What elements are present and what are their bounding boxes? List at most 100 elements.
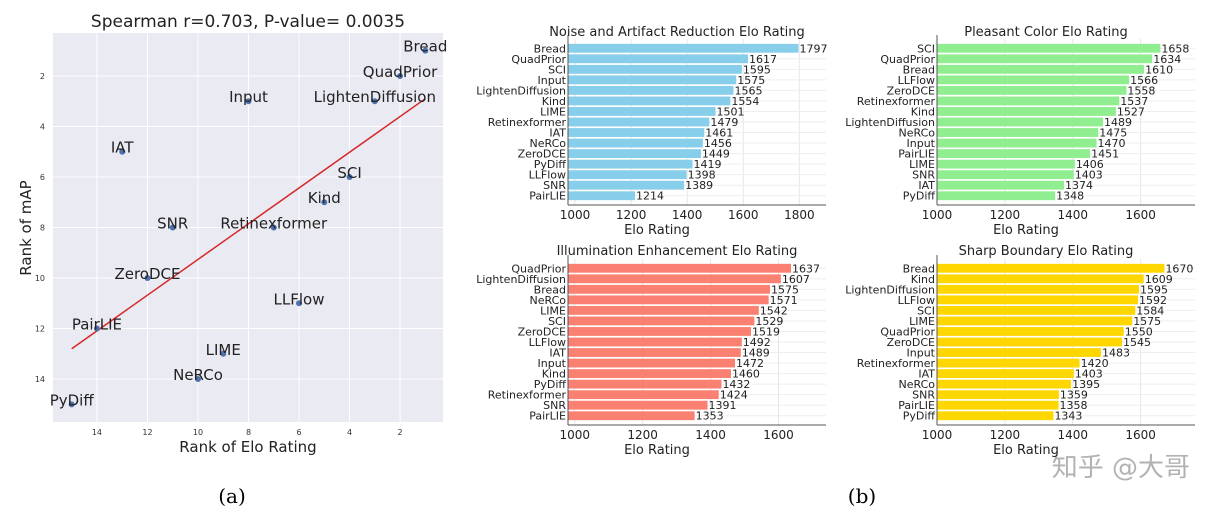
x-axis-label: Rank of Elo Rating: [179, 438, 316, 456]
category-label: Kind: [911, 105, 935, 118]
point-label: QuadPrior: [363, 63, 438, 81]
data-point: [68, 401, 75, 408]
bar: [568, 170, 687, 180]
bar-value-label: 1472: [736, 357, 764, 370]
bar-value-label: 1456: [704, 137, 732, 150]
bar: [937, 358, 1080, 368]
bar-value-label: 1449: [702, 148, 730, 161]
x-tick-label: 1200: [990, 428, 1021, 442]
category-label: Kind: [542, 368, 566, 381]
chart-title: Pleasant Color Elo Rating: [964, 25, 1128, 40]
category-label: ZeroDCE: [518, 325, 566, 338]
bar: [937, 390, 1059, 400]
bar-value-label: 1395: [1072, 378, 1100, 391]
bar: [568, 348, 741, 357]
bar-value-label: 1595: [1140, 283, 1168, 296]
y-tick-label: 12: [35, 325, 45, 334]
bar-value-label: 1432: [722, 378, 750, 391]
bar-value-label: 1475: [1099, 127, 1127, 140]
bar: [937, 180, 1064, 190]
bar: [568, 191, 636, 201]
data-point: [346, 173, 353, 180]
bar: [568, 358, 736, 368]
category-label: Kind: [542, 95, 566, 108]
x-tick-label: 1400: [1058, 428, 1089, 442]
category-label: NeRCo: [529, 137, 566, 150]
point-label: Retinexformer: [220, 215, 328, 233]
x-tick-label: 1400: [1058, 208, 1089, 222]
category-label: Input: [538, 74, 567, 87]
bar: [937, 43, 1161, 53]
x-tick-label: 1000: [560, 428, 591, 442]
bar: [568, 96, 731, 106]
bar: [937, 274, 1144, 284]
category-label: LLFlow: [898, 294, 935, 307]
category-label: ZeroDCE: [887, 336, 935, 349]
bar-chart-1: 1000 1200 1400 1600 1800 1797 Bread 1617 QuadPri…: [476, 25, 827, 238]
x-tick-label: 12: [142, 428, 152, 437]
category-label: LightenDiffusion: [476, 84, 566, 97]
bar: [568, 138, 703, 148]
x-axis-label: Elo Rating: [624, 223, 690, 238]
x-axis-label: Elo Rating: [993, 443, 1059, 458]
category-label: SNR: [912, 169, 935, 182]
point-label: NeRCo: [173, 366, 223, 384]
bar-chart-4: 1000 1200 1400 1600 1670 Bread 1609 Kind 1595 Lig…: [845, 244, 1195, 458]
category-label: PairLIE: [529, 410, 566, 423]
y-tick-label: 2: [40, 72, 45, 81]
x-tick-label: 1000: [922, 208, 953, 222]
point-label: SCI: [337, 164, 361, 182]
category-label: Bread: [534, 283, 566, 296]
bar: [937, 284, 1139, 294]
bar: [937, 85, 1127, 95]
caption-a: (a): [218, 484, 246, 508]
bar: [568, 400, 708, 410]
bar-value-label: 1658: [1161, 42, 1189, 55]
bar-value-label: 1489: [1104, 116, 1132, 129]
bar-value-label: 1358: [1060, 399, 1088, 412]
point-label: PyDiff: [50, 391, 95, 409]
bar: [937, 75, 1130, 85]
point-label: ZeroDCE: [114, 265, 180, 283]
chart-title: Spearman r=0.703, P-value= 0.0035: [91, 12, 405, 32]
bar-value-label: 1424: [720, 389, 748, 402]
category-label: NeRCo: [898, 127, 935, 140]
watermark: 知乎 @大哥: [1052, 453, 1190, 483]
bar: [568, 43, 799, 53]
x-tick-label: 1600: [1125, 208, 1156, 222]
point-label: LLFlow: [274, 290, 325, 308]
category-label: LLFlow: [529, 169, 566, 182]
bar: [937, 379, 1072, 389]
bar: [937, 263, 1165, 273]
chart-title: Illumination Enhancement Elo Rating: [557, 244, 798, 259]
bar-value-label: 1545: [1123, 336, 1151, 349]
category-label: Retinexformer: [488, 389, 567, 402]
category-label: PyDiff: [903, 190, 936, 203]
point-label: LIME: [206, 341, 241, 359]
category-label: PyDiff: [534, 378, 567, 391]
category-label: LLFlow: [898, 74, 935, 87]
bar-value-label: 1670: [1165, 262, 1193, 275]
x-axis-label: Elo Rating: [993, 223, 1059, 238]
bar: [937, 327, 1124, 336]
category-label: NeRCo: [529, 294, 566, 307]
category-label: Bread: [903, 262, 935, 275]
bar: [937, 170, 1074, 180]
category-label: SCI: [548, 63, 566, 76]
point-label: PairLIE: [72, 316, 122, 334]
bar: [568, 316, 755, 326]
bar: [568, 149, 701, 159]
bar-value-label: 1470: [1098, 137, 1126, 150]
category-label: QuadPrior: [880, 325, 935, 338]
bar-value-label: 1403: [1075, 368, 1103, 381]
bar-value-label: 1403: [1075, 169, 1103, 182]
data-point: [422, 47, 429, 54]
y-tick-label: 14: [35, 375, 45, 384]
bar-value-label: 1575: [737, 74, 765, 87]
bar: [568, 85, 734, 95]
bar-value-label: 1389: [685, 179, 713, 192]
bar-value-label: 1595: [743, 63, 771, 76]
category-label: SNR: [543, 179, 566, 192]
bar-value-label: 1460: [732, 368, 760, 381]
